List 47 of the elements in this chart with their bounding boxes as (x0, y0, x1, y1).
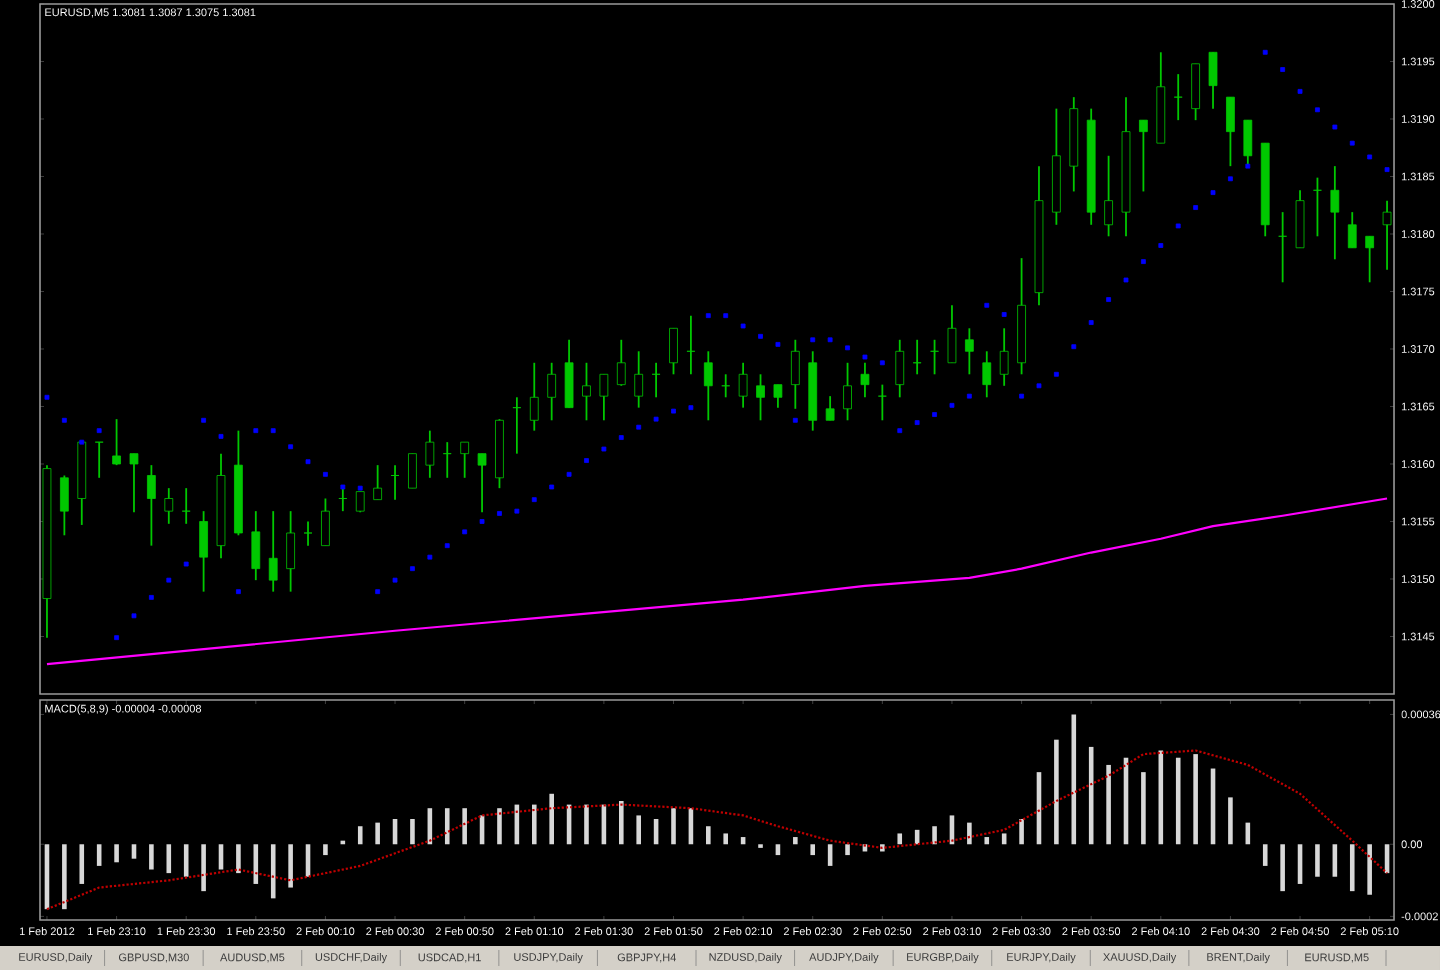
bar (236, 844, 241, 874)
bar (62, 844, 67, 910)
bar (375, 822, 380, 845)
bar (1349, 844, 1355, 892)
bar (1071, 714, 1077, 845)
bar (549, 793, 554, 845)
bar (131, 844, 137, 859)
bar (967, 822, 972, 845)
bar (845, 844, 850, 856)
bar (357, 826, 363, 845)
bar (723, 833, 729, 845)
bar (618, 800, 624, 845)
bar (1262, 844, 1268, 866)
bar (1315, 844, 1320, 877)
bar (897, 833, 903, 845)
bar (1054, 739, 1059, 845)
bar (288, 844, 293, 888)
bar (114, 844, 119, 863)
bar (984, 837, 990, 845)
bar (793, 837, 798, 845)
bar (444, 808, 450, 845)
bar (497, 808, 502, 845)
bar (462, 808, 467, 845)
bar (1141, 772, 1146, 845)
bar (531, 804, 537, 845)
bar (810, 844, 816, 856)
bar (410, 819, 415, 845)
bar (166, 844, 172, 874)
bar (1193, 754, 1198, 845)
bar (79, 844, 85, 884)
line-series (45, 749, 1389, 911)
bar (1106, 764, 1111, 845)
bar (218, 844, 224, 870)
bar (1228, 797, 1233, 845)
bar (1367, 844, 1372, 895)
bar (1175, 757, 1181, 845)
bar (323, 844, 328, 856)
bar (584, 804, 589, 845)
bar (270, 844, 276, 899)
bar (1019, 819, 1024, 845)
bar (1280, 844, 1285, 892)
bar (706, 826, 711, 845)
bar (636, 815, 641, 845)
bar (671, 808, 676, 845)
bar (201, 844, 206, 892)
bar (932, 826, 937, 845)
bar (149, 844, 154, 870)
